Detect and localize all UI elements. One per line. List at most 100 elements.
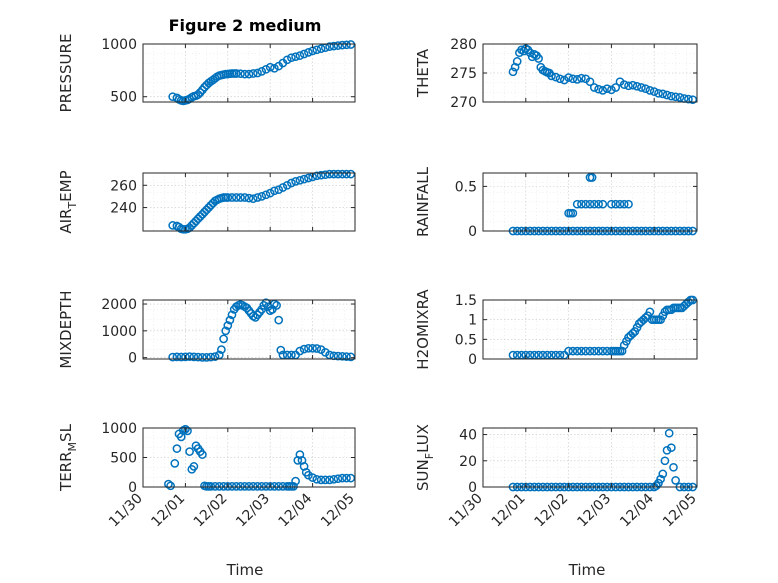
data-point [329,169,339,179]
data-point [304,48,313,57]
data-point [278,482,288,491]
data-point [240,482,250,491]
data-point [337,351,347,361]
data-point [295,346,305,356]
y-axis-label: AIRTEMP [57,170,79,233]
data-point [675,93,685,102]
y-tick-label: 2000 [101,297,137,313]
data-point [221,326,231,336]
x-tick-label: 12/01 [489,491,529,531]
data-point [236,193,245,202]
data-point [577,199,586,209]
x-axis-label-right: Time [568,561,606,579]
data-point [581,346,591,356]
data-point [299,174,309,184]
figure-title: Figure 2 medium [169,16,322,35]
data-point [320,475,330,485]
data-point [329,41,339,51]
data-point [342,169,351,179]
y-tick-label: 240 [110,201,137,217]
data-point [346,169,356,179]
data-point [615,199,625,209]
data-point [568,346,578,356]
data-point [185,447,194,456]
axes-border [142,172,356,232]
data-point [299,49,309,59]
data-point [236,69,245,79]
data-point [656,474,665,484]
x-tick-label: 12/05 [660,491,700,531]
data-point [594,199,603,209]
data-point [619,199,629,209]
data-point [632,81,642,91]
data-point [666,443,676,453]
data-point [664,428,674,438]
data-point [312,474,322,484]
data-point [598,86,608,95]
y-tick-label: 40 [459,428,477,444]
x-tick-label: 12/02 [532,491,572,531]
data-point [320,170,330,180]
data-point [231,482,241,491]
data-point [195,212,205,221]
data-point [316,44,326,54]
y-tick-label: 500 [110,90,137,106]
data-point [564,346,573,356]
data-point [619,80,629,89]
data-point [183,426,192,436]
data-point [662,445,672,455]
data-point [181,424,190,434]
data-point [244,482,254,491]
data-point [278,183,288,192]
subplot-terr-msl: 0 500 1000 11/30 12/01 12/02 12/03 12/04 12/05 TE… [57,421,358,530]
data-point [265,62,275,72]
data-point [170,459,180,468]
data-point [225,315,235,325]
data-point [295,51,305,60]
data-point [193,352,203,362]
axes-border [142,299,356,360]
data-point [654,88,663,98]
data-point [607,199,616,209]
axes-border [142,43,356,103]
x-tick-label: 12/05 [318,491,358,531]
data-point [219,334,228,344]
data-point [572,346,582,356]
axes-border [482,427,698,488]
data-point [304,343,313,353]
data-point [572,75,582,84]
y-tick-label: 0 [128,351,137,367]
y-tick-label: 1000 [101,324,137,340]
data-point [589,83,599,92]
data-point [206,352,216,362]
data-point [312,171,322,181]
data-point [172,444,182,453]
data-point [589,199,599,209]
data-point [564,73,573,82]
data-point [333,169,343,179]
data-point [346,473,356,483]
data-point [257,192,267,201]
data-point [585,346,595,356]
y-tick-label: 270 [450,95,477,111]
data-point [287,178,296,188]
x-tick-label: 12/04 [617,490,657,530]
data-point [551,72,561,82]
data-point [641,84,650,94]
data-point [342,40,351,50]
data-point [253,193,262,202]
data-point [577,73,586,83]
subplot-air-temp: 240 260 AIRTEMP [57,169,356,234]
data-point [607,85,616,95]
data-point [287,53,296,63]
data-point [577,346,586,356]
data-point [598,199,608,209]
data-point [223,321,233,330]
data-point [555,74,565,84]
data-point [316,170,326,180]
data-point [227,310,237,320]
data-point [304,470,313,480]
data-point [308,473,317,482]
y-tick-label: 20 [459,454,477,470]
data-point [193,214,203,224]
